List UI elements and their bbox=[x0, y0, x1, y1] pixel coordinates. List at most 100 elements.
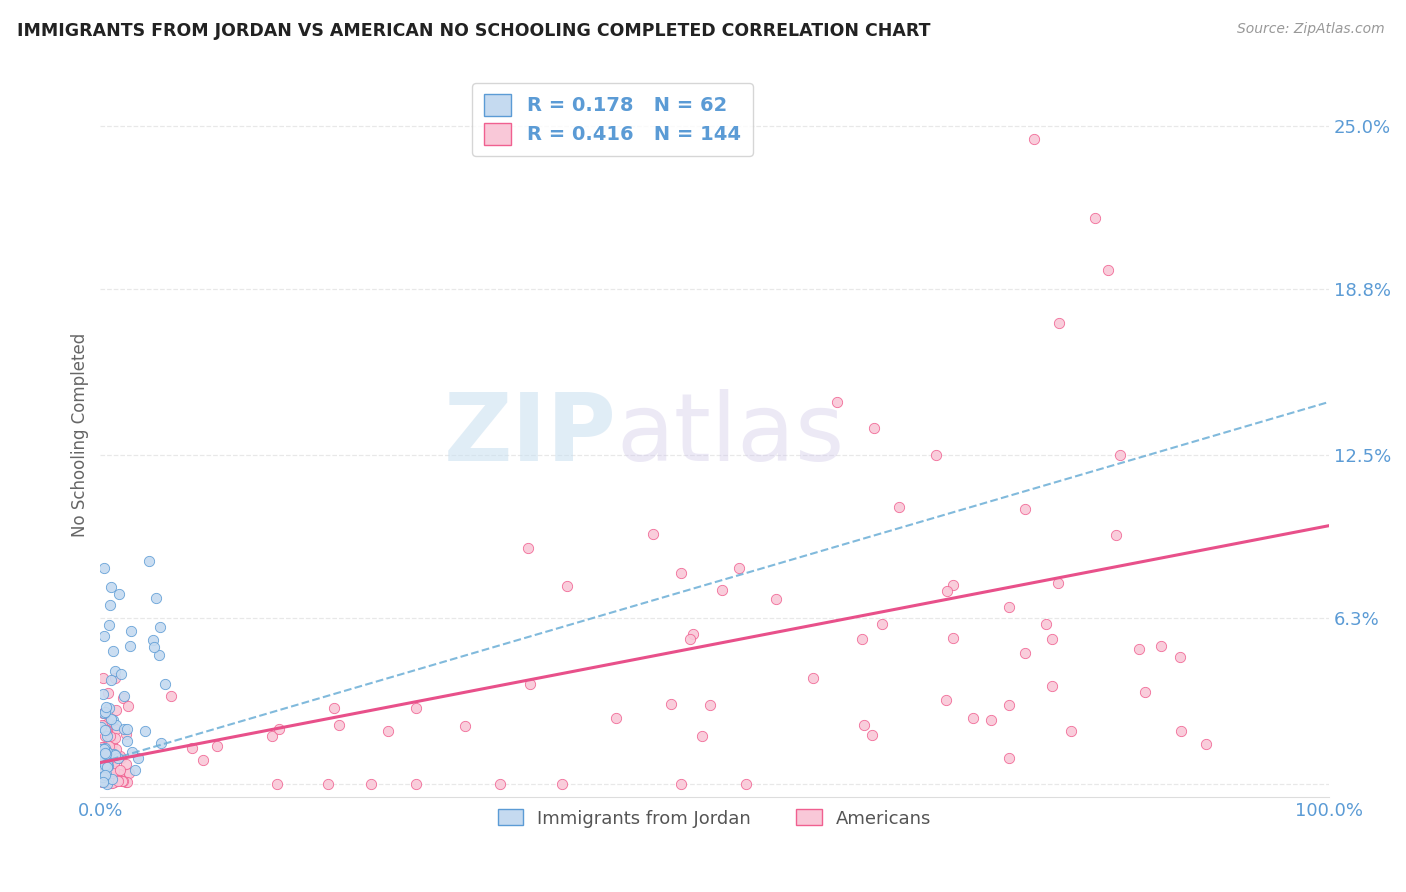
Point bbox=[853, 718, 876, 732]
Point bbox=[94, 765, 117, 780]
Point bbox=[112, 774, 135, 789]
Point bbox=[90, 770, 112, 784]
Point bbox=[93, 706, 115, 720]
Point bbox=[93, 751, 115, 765]
Point bbox=[93, 764, 115, 779]
Point bbox=[96, 729, 118, 743]
Point bbox=[1035, 616, 1057, 631]
Point bbox=[148, 648, 170, 663]
Point bbox=[97, 749, 120, 764]
Point bbox=[100, 772, 122, 786]
Point bbox=[728, 561, 751, 575]
Point bbox=[115, 722, 138, 736]
Point bbox=[360, 777, 382, 791]
Point bbox=[160, 689, 183, 703]
Point bbox=[679, 632, 702, 646]
Point bbox=[98, 775, 121, 789]
Point bbox=[1168, 650, 1191, 665]
Point bbox=[111, 774, 134, 789]
Point bbox=[100, 713, 122, 727]
Point bbox=[97, 716, 120, 731]
Point bbox=[519, 676, 541, 690]
Point bbox=[134, 723, 156, 738]
Point bbox=[98, 717, 121, 731]
Point bbox=[101, 717, 124, 731]
Point bbox=[97, 750, 120, 764]
Point bbox=[699, 698, 721, 712]
Point bbox=[659, 697, 682, 711]
Point bbox=[97, 686, 120, 700]
Point bbox=[101, 644, 124, 658]
Point bbox=[104, 665, 127, 679]
Point bbox=[90, 751, 112, 765]
Point bbox=[643, 526, 665, 541]
Point bbox=[942, 578, 965, 592]
Point bbox=[105, 718, 128, 732]
Point bbox=[94, 767, 117, 781]
Point bbox=[90, 720, 112, 734]
Point bbox=[863, 421, 886, 435]
Point bbox=[94, 768, 117, 782]
Point bbox=[115, 734, 138, 748]
Legend: Immigrants from Jordan, Americans: Immigrants from Jordan, Americans bbox=[491, 802, 939, 835]
Point bbox=[149, 620, 172, 634]
Point bbox=[98, 617, 121, 632]
Point bbox=[97, 752, 120, 766]
Text: atlas: atlas bbox=[616, 389, 845, 481]
Point bbox=[91, 718, 114, 732]
Point bbox=[110, 667, 132, 681]
Point bbox=[316, 777, 339, 791]
Point bbox=[94, 755, 117, 769]
Point bbox=[998, 600, 1021, 615]
Point bbox=[1047, 576, 1070, 591]
Point bbox=[980, 713, 1002, 727]
Point bbox=[1133, 684, 1156, 698]
Point bbox=[94, 729, 117, 743]
Point bbox=[1040, 679, 1063, 693]
Point bbox=[111, 690, 134, 705]
Point bbox=[94, 746, 117, 760]
Point bbox=[801, 671, 824, 685]
Point bbox=[96, 700, 118, 714]
Point bbox=[94, 741, 117, 756]
Point bbox=[328, 718, 350, 732]
Point bbox=[91, 774, 114, 789]
Point bbox=[266, 777, 288, 791]
Point bbox=[105, 742, 128, 756]
Point bbox=[94, 758, 117, 772]
Point bbox=[101, 766, 124, 780]
Point bbox=[94, 742, 117, 756]
Point bbox=[605, 711, 627, 725]
Point bbox=[101, 713, 124, 727]
Point bbox=[115, 775, 138, 789]
Point bbox=[127, 750, 149, 764]
Point bbox=[142, 632, 165, 647]
Point bbox=[488, 777, 510, 791]
Point bbox=[1014, 646, 1036, 660]
Point bbox=[96, 745, 118, 759]
Point bbox=[93, 772, 115, 786]
Point bbox=[104, 748, 127, 763]
Point bbox=[262, 729, 284, 743]
Point bbox=[108, 763, 131, 777]
Point bbox=[101, 760, 124, 774]
Point bbox=[1014, 502, 1036, 516]
Point bbox=[998, 698, 1021, 712]
Point bbox=[114, 757, 136, 772]
Point bbox=[96, 775, 118, 789]
Point bbox=[90, 719, 112, 733]
Point bbox=[90, 741, 112, 756]
Point bbox=[669, 777, 692, 791]
Point bbox=[105, 772, 128, 786]
Point bbox=[851, 632, 873, 646]
Point bbox=[96, 759, 118, 773]
Point bbox=[551, 777, 574, 791]
Point bbox=[103, 775, 125, 789]
Point bbox=[1097, 263, 1119, 277]
Point bbox=[96, 753, 118, 767]
Point bbox=[96, 747, 118, 762]
Point bbox=[94, 775, 117, 789]
Point bbox=[936, 583, 959, 598]
Point bbox=[405, 777, 427, 791]
Point bbox=[103, 671, 125, 685]
